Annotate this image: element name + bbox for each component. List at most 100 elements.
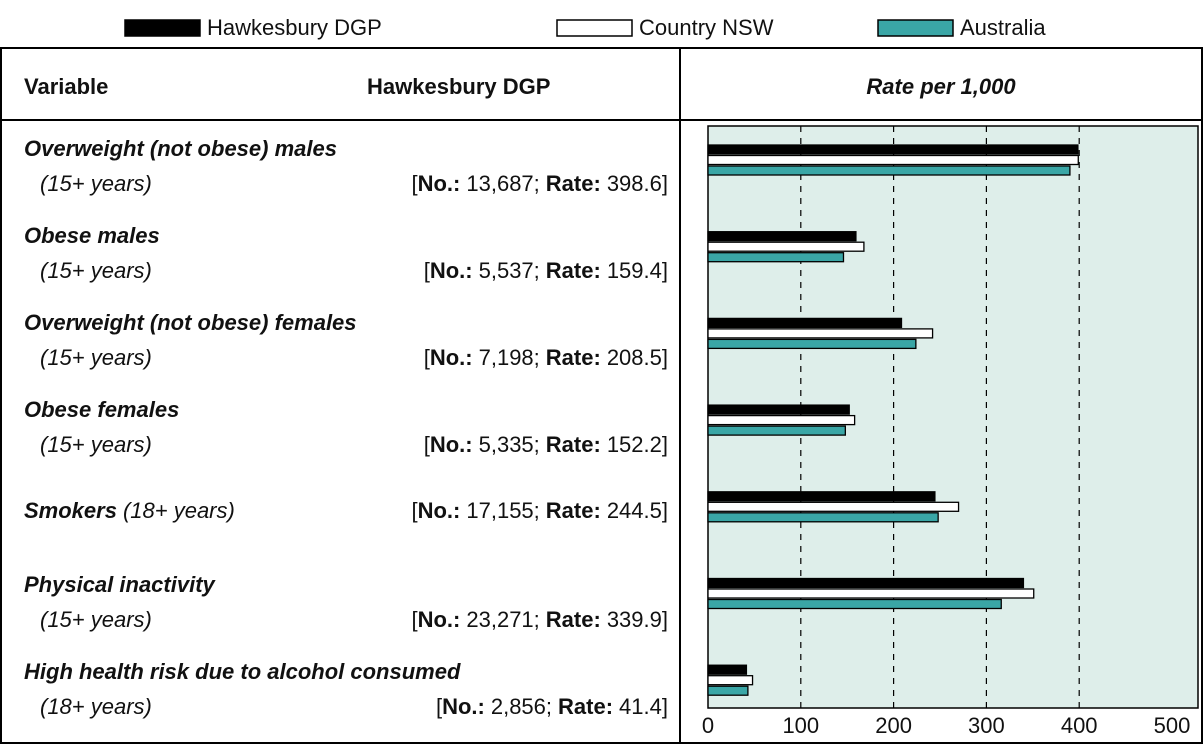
rate-label: Rate: <box>546 345 601 370</box>
bar <box>707 512 939 523</box>
x-tick-label: 300 <box>968 713 1005 738</box>
row-figures: [No.: 5,537; Rate: 159.4] <box>424 258 668 283</box>
row-label: Obese females <box>24 397 179 422</box>
no-label: No.: <box>442 694 485 719</box>
no-value: 13,687 <box>466 171 533 196</box>
legend-label: Country NSW <box>639 15 774 40</box>
bracket: [ <box>411 171 417 196</box>
bar <box>707 252 845 263</box>
bracket: ] <box>662 498 668 523</box>
bar <box>707 491 936 502</box>
no-label: No.: <box>418 498 461 523</box>
x-tick-label: 0 <box>702 713 714 738</box>
bar <box>707 231 857 242</box>
x-tick-label: 100 <box>782 713 819 738</box>
rate-value: 208.5 <box>607 345 662 370</box>
rate-value: 41.4 <box>619 694 662 719</box>
bracket: ] <box>662 432 668 457</box>
x-tick-label: 500 <box>1154 713 1191 738</box>
row-figures: [No.: 2,856; Rate: 41.4] <box>436 694 668 719</box>
row-label: Obese males <box>24 223 160 248</box>
bar <box>707 414 856 426</box>
row-figures: [No.: 13,687; Rate: 398.6] <box>411 171 668 196</box>
rate-label: Rate: <box>558 694 613 719</box>
bar <box>707 675 754 686</box>
separator: ; <box>534 171 540 196</box>
bracket: ] <box>662 345 668 370</box>
no-value: 23,271 <box>466 607 533 632</box>
legend-swatch <box>877 19 954 37</box>
row-ages: (15+ years) <box>40 607 152 632</box>
row-ages: (15+ years) <box>40 171 152 196</box>
no-value: 2,856 <box>491 694 546 719</box>
header-area: Hawkesbury DGP <box>367 74 550 99</box>
no-value: 5,335 <box>479 432 534 457</box>
table-frame <box>0 47 1203 744</box>
no-label: No.: <box>430 432 473 457</box>
no-label: No.: <box>430 345 473 370</box>
row-label: High health risk due to alcohol consumed <box>24 659 461 684</box>
bracket: [ <box>436 694 442 719</box>
no-label: No.: <box>418 607 461 632</box>
legend-swatch <box>556 19 633 37</box>
legend-label: Hawkesbury DGP <box>207 15 382 40</box>
bar <box>707 144 1079 155</box>
bar <box>707 317 903 329</box>
row-label: Overweight (not obese) females <box>24 310 357 335</box>
bar <box>707 685 749 696</box>
bracket: [ <box>411 607 417 632</box>
rate-value: 244.5 <box>607 498 662 523</box>
x-tick-label: 400 <box>1061 713 1098 738</box>
bar <box>707 664 748 675</box>
legend-label: Australia <box>960 15 1046 40</box>
bar <box>707 577 1025 589</box>
row-name: Overweight (not obese) males <box>24 136 337 161</box>
separator: ; <box>534 432 540 457</box>
row-name: Obese females <box>24 397 179 422</box>
rate-label: Rate: <box>546 432 601 457</box>
separator: ; <box>534 345 540 370</box>
row-label: Smokers (18+ years) <box>24 498 235 523</box>
bracket: [ <box>424 432 430 457</box>
row-name: High health risk due to alcohol consumed <box>24 659 461 684</box>
rate-value: 339.9 <box>607 607 662 632</box>
no-label: No.: <box>418 171 461 196</box>
row-ages: (18+ years) <box>123 498 235 523</box>
separator: ; <box>534 607 540 632</box>
separator: ; <box>534 258 540 283</box>
row-ages: (15+ years) <box>40 345 152 370</box>
rate-label: Rate: <box>546 498 601 523</box>
row-name: Obese males <box>24 223 160 248</box>
bar <box>707 598 1002 610</box>
bar <box>707 165 1071 176</box>
row-ages: (15+ years) <box>40 432 152 457</box>
separator: ; <box>546 694 552 719</box>
bar <box>707 425 846 436</box>
row-figures: [No.: 5,335; Rate: 152.2] <box>424 432 668 457</box>
rate-label: Rate: <box>546 607 601 632</box>
bracket: [ <box>424 258 430 283</box>
row-figures: [No.: 7,198; Rate: 208.5] <box>424 345 668 370</box>
no-label: No.: <box>430 258 473 283</box>
bar <box>707 328 934 339</box>
rate-value: 152.2 <box>607 432 662 457</box>
bar <box>707 404 850 415</box>
row-ages: (15+ years) <box>40 258 152 283</box>
row-name: Physical inactivity <box>24 572 217 597</box>
row-name: Overweight (not obese) females <box>24 310 357 335</box>
x-tick-label: 200 <box>875 713 912 738</box>
header-variable: Variable <box>24 74 108 99</box>
legend-swatch <box>124 19 201 37</box>
rate-label: Rate: <box>546 258 601 283</box>
rate-value: 398.6 <box>607 171 662 196</box>
row-name: Smokers <box>24 498 117 523</box>
row-ages: (18+ years) <box>40 694 152 719</box>
row-figures: [No.: 17,155; Rate: 244.5] <box>411 498 668 523</box>
bar <box>707 241 865 252</box>
separator: ; <box>534 498 540 523</box>
bar <box>707 501 960 512</box>
chart-title: Rate per 1,000 <box>866 74 1016 99</box>
no-value: 7,198 <box>479 345 534 370</box>
no-value: 17,155 <box>466 498 533 523</box>
